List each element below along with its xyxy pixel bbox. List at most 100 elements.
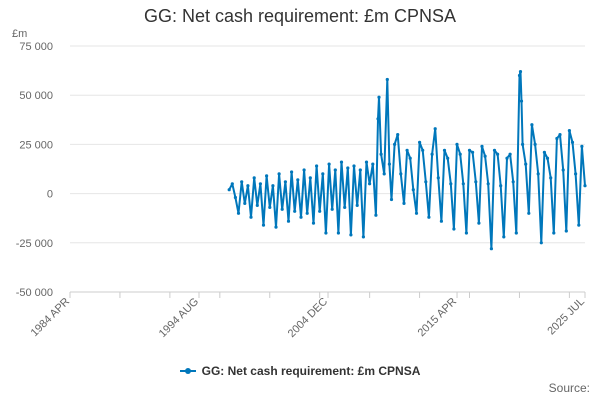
data-point[interactable] xyxy=(385,77,389,82)
data-point[interactable] xyxy=(446,156,450,160)
data-point[interactable] xyxy=(570,140,575,144)
data-point[interactable] xyxy=(421,148,425,152)
legend[interactable]: GG: Net cash requirement: £m CPNSA xyxy=(0,364,600,378)
data-point[interactable] xyxy=(305,211,309,215)
data-point[interactable] xyxy=(240,180,244,184)
data-point[interactable] xyxy=(327,162,331,166)
data-point[interactable] xyxy=(236,211,241,215)
data-point[interactable] xyxy=(467,148,472,152)
data-point[interactable] xyxy=(539,241,543,245)
data-point[interactable] xyxy=(577,223,581,227)
data-point[interactable] xyxy=(261,223,266,227)
data-point[interactable] xyxy=(486,182,490,186)
data-point[interactable] xyxy=(521,142,525,146)
data-point[interactable] xyxy=(371,162,375,166)
data-point[interactable] xyxy=(408,156,412,160)
data-point[interactable] xyxy=(405,148,409,152)
data-point[interactable] xyxy=(352,164,356,168)
data-point[interactable] xyxy=(471,150,475,154)
data-point[interactable] xyxy=(530,123,534,127)
data-point[interactable] xyxy=(477,221,481,225)
data-point[interactable] xyxy=(564,229,568,233)
data-point[interactable] xyxy=(552,231,556,235)
data-point[interactable] xyxy=(243,201,247,205)
data-point[interactable] xyxy=(389,197,394,202)
data-point[interactable] xyxy=(339,160,344,164)
data-point[interactable] xyxy=(458,152,462,156)
data-point[interactable] xyxy=(517,73,522,78)
data-point[interactable] xyxy=(580,144,584,148)
data-point[interactable] xyxy=(519,99,524,103)
data-point[interactable] xyxy=(330,207,334,211)
data-point[interactable] xyxy=(505,156,509,160)
data-point[interactable] xyxy=(464,231,468,235)
data-point[interactable] xyxy=(277,172,281,176)
data-point[interactable] xyxy=(321,172,325,176)
data-point[interactable] xyxy=(418,140,422,144)
data-point[interactable] xyxy=(346,166,350,170)
data-point[interactable] xyxy=(311,221,316,225)
data-point[interactable] xyxy=(536,172,540,176)
data-point[interactable] xyxy=(452,227,456,231)
data-point[interactable] xyxy=(399,172,403,176)
data-point[interactable] xyxy=(489,247,493,251)
data-point[interactable] xyxy=(508,152,512,156)
data-point[interactable] xyxy=(376,117,380,121)
data-point[interactable] xyxy=(492,148,497,152)
data-point[interactable] xyxy=(249,215,253,219)
data-point[interactable] xyxy=(343,205,347,209)
data-point[interactable] xyxy=(442,148,447,152)
data-point[interactable] xyxy=(496,152,500,156)
data-point[interactable] xyxy=(271,184,275,188)
data-point[interactable] xyxy=(349,233,353,237)
data-point[interactable] xyxy=(280,207,284,211)
data-point[interactable] xyxy=(265,174,269,178)
data-point[interactable] xyxy=(364,160,369,164)
data-point[interactable] xyxy=(293,209,297,213)
data-point[interactable] xyxy=(439,219,443,223)
data-point[interactable] xyxy=(499,184,503,188)
data-point[interactable] xyxy=(574,172,578,176)
data-point[interactable] xyxy=(382,172,386,176)
data-point[interactable] xyxy=(474,180,478,184)
data-point[interactable] xyxy=(545,156,550,160)
data-point[interactable] xyxy=(233,195,237,200)
data-point[interactable] xyxy=(433,127,437,131)
data-point[interactable] xyxy=(315,164,319,168)
data-point[interactable] xyxy=(449,182,453,186)
data-point[interactable] xyxy=(387,162,391,166)
data-point[interactable] xyxy=(461,182,465,186)
data-point[interactable] xyxy=(502,235,506,239)
data-point[interactable] xyxy=(286,219,291,223)
data-point[interactable] xyxy=(358,168,362,172)
data-point[interactable] xyxy=(455,142,459,146)
data-point[interactable] xyxy=(542,150,547,154)
data-point[interactable] xyxy=(255,203,259,207)
data-point[interactable] xyxy=(511,180,515,184)
data-point[interactable] xyxy=(318,209,322,213)
data-point[interactable] xyxy=(308,176,312,180)
data-point[interactable] xyxy=(361,235,365,239)
data-point[interactable] xyxy=(379,152,383,156)
series-line[interactable] xyxy=(228,70,586,250)
data-point[interactable] xyxy=(268,205,272,209)
data-point[interactable] xyxy=(246,184,250,188)
data-point[interactable] xyxy=(355,203,359,207)
data-point[interactable] xyxy=(377,95,381,99)
data-point[interactable] xyxy=(368,182,372,186)
data-point[interactable] xyxy=(333,168,337,172)
data-point[interactable] xyxy=(427,215,431,219)
data-point[interactable] xyxy=(518,70,523,74)
data-point[interactable] xyxy=(258,182,262,186)
data-point[interactable] xyxy=(430,152,434,156)
data-point[interactable] xyxy=(283,180,287,184)
data-point[interactable] xyxy=(324,231,328,235)
data-point[interactable] xyxy=(296,178,300,182)
data-point[interactable] xyxy=(558,133,562,137)
data-point[interactable] xyxy=(290,170,294,174)
data-point[interactable] xyxy=(483,154,487,158)
data-point[interactable] xyxy=(555,136,559,141)
data-point[interactable] xyxy=(230,182,234,186)
data-point[interactable] xyxy=(561,168,565,172)
data-point[interactable] xyxy=(393,142,397,146)
